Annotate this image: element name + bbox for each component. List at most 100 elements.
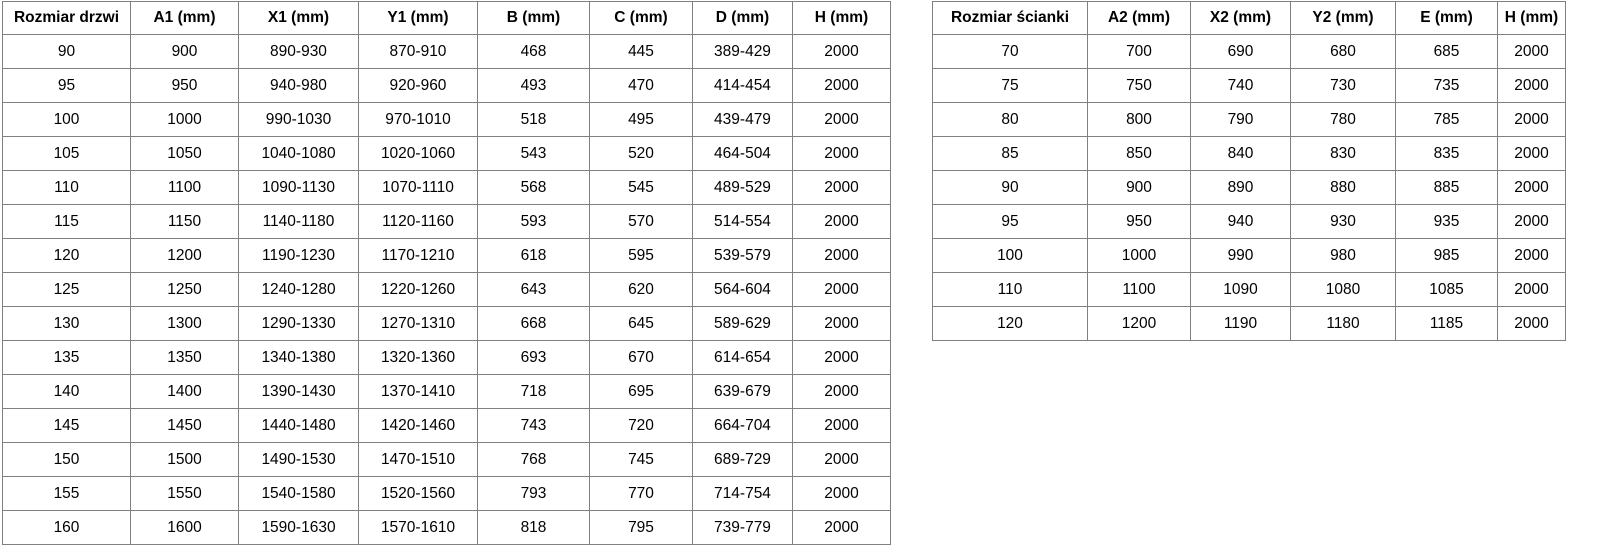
data-cell: 739-779 — [692, 510, 793, 545]
data-cell: 1040-1080 — [238, 136, 359, 171]
row-label-cell: 120 — [932, 306, 1088, 341]
data-cell: 1550 — [130, 476, 239, 511]
data-cell: 1490-1530 — [238, 442, 359, 477]
data-cell: 990-1030 — [238, 102, 359, 137]
data-cell: 2000 — [1497, 68, 1566, 103]
data-cell: 1090-1130 — [238, 170, 359, 205]
data-cell: 595 — [589, 238, 693, 273]
data-cell: 1220-1260 — [358, 272, 478, 307]
data-cell: 890 — [1190, 170, 1291, 205]
data-cell: 1190-1230 — [238, 238, 359, 273]
data-cell: 990 — [1190, 238, 1291, 273]
data-cell: 470 — [589, 68, 693, 103]
data-cell: 900 — [130, 34, 239, 69]
column-header-0: Rozmiar ścianki — [932, 1, 1088, 35]
data-cell: 620 — [589, 272, 693, 307]
data-cell: 670 — [589, 340, 693, 375]
row-label-cell: 130 — [2, 306, 131, 341]
data-cell: 1300 — [130, 306, 239, 341]
table-row: 155 1550 1540-1580 1520-1560 793 770 714-754 20… — [2, 476, 891, 511]
table-row: 70 700 690 680 685 2000 — [932, 34, 1566, 69]
column-header-4: B (mm) — [477, 1, 590, 35]
data-cell: 795 — [589, 510, 693, 545]
data-cell: 1400 — [130, 374, 239, 409]
data-cell: 1200 — [130, 238, 239, 273]
data-cell: 614-654 — [692, 340, 793, 375]
row-label-cell: 85 — [932, 136, 1088, 171]
data-cell: 785 — [1395, 102, 1498, 137]
data-cell: 718 — [477, 374, 590, 409]
row-label-cell: 95 — [932, 204, 1088, 239]
data-cell: 935 — [1395, 204, 1498, 239]
data-cell: 1590-1630 — [238, 510, 359, 545]
data-cell: 445 — [589, 34, 693, 69]
table-row: 110 1100 1090 1080 1085 2000 — [932, 272, 1566, 307]
data-cell: 1470-1510 — [358, 442, 478, 477]
data-cell: 518 — [477, 102, 590, 137]
data-cell: 1250 — [130, 272, 239, 307]
table-row: 100 1000 990 980 985 2000 — [932, 238, 1566, 273]
data-cell: 970-1010 — [358, 102, 478, 137]
column-header-0: Rozmiar drzwi — [2, 1, 131, 35]
data-cell: 1390-1430 — [238, 374, 359, 409]
data-cell: 2000 — [792, 34, 891, 69]
data-cell: 2000 — [1497, 238, 1566, 273]
data-cell: 750 — [1087, 68, 1191, 103]
data-cell: 695 — [589, 374, 693, 409]
data-cell: 545 — [589, 170, 693, 205]
data-cell: 2000 — [1497, 306, 1566, 341]
column-header-2: X1 (mm) — [238, 1, 359, 35]
table-row: 150 1500 1490-1530 1470-1510 768 745 689-729 20… — [2, 442, 891, 477]
table-row: 145 1450 1440-1480 1420-1460 743 720 664-704 20… — [2, 408, 891, 443]
data-cell: 700 — [1087, 34, 1191, 69]
data-cell: 568 — [477, 170, 590, 205]
table-row: 90 900 890 880 885 2000 — [932, 170, 1566, 205]
data-cell: 2000 — [792, 374, 891, 409]
table-row: 90 900 890-930 870-910 468 445 389-429 2000 — [2, 34, 891, 69]
data-cell: 714-754 — [692, 476, 793, 511]
data-cell: 1170-1210 — [358, 238, 478, 273]
data-cell: 2000 — [792, 442, 891, 477]
table-row: 160 1600 1590-1630 1570-1610 818 795 739-779 20… — [2, 510, 891, 545]
row-label-cell: 140 — [2, 374, 131, 409]
data-cell: 439-479 — [692, 102, 793, 137]
data-cell: 1290-1330 — [238, 306, 359, 341]
data-cell: 514-554 — [692, 204, 793, 239]
data-cell: 693 — [477, 340, 590, 375]
data-cell: 840 — [1190, 136, 1291, 171]
data-cell: 850 — [1087, 136, 1191, 171]
row-label-cell: 95 — [2, 68, 131, 103]
data-cell: 1570-1610 — [358, 510, 478, 545]
data-cell: 1370-1410 — [358, 374, 478, 409]
row-label-cell: 135 — [2, 340, 131, 375]
data-cell: 940 — [1190, 204, 1291, 239]
data-cell: 564-604 — [692, 272, 793, 307]
data-cell: 570 — [589, 204, 693, 239]
data-cell: 643 — [477, 272, 590, 307]
row-label-cell: 90 — [932, 170, 1088, 205]
row-label-cell: 110 — [2, 170, 131, 205]
row-label-cell: 155 — [2, 476, 131, 511]
data-cell: 1100 — [130, 170, 239, 205]
data-cell: 689-729 — [692, 442, 793, 477]
data-cell: 800 — [1087, 102, 1191, 137]
document-sheet: Rozmiar drzwi A1 (mm) X1 (mm) Y1 (mm) B (mm)… — [2, 1, 1566, 545]
data-cell: 543 — [477, 136, 590, 171]
data-cell: 2000 — [792, 136, 891, 171]
data-cell: 930 — [1290, 204, 1396, 239]
data-cell: 2000 — [792, 272, 891, 307]
data-cell: 664-704 — [692, 408, 793, 443]
row-label-cell: 100 — [2, 102, 131, 137]
row-label-cell: 105 — [2, 136, 131, 171]
data-cell: 818 — [477, 510, 590, 545]
data-cell: 389-429 — [692, 34, 793, 69]
row-label-cell: 110 — [932, 272, 1088, 307]
row-label-cell: 160 — [2, 510, 131, 545]
data-cell: 2000 — [792, 476, 891, 511]
row-label-cell: 150 — [2, 442, 131, 477]
column-header-1: A2 (mm) — [1087, 1, 1191, 35]
data-cell: 1000 — [130, 102, 239, 137]
data-cell: 618 — [477, 238, 590, 273]
column-header-3: Y2 (mm) — [1290, 1, 1396, 35]
data-cell: 885 — [1395, 170, 1498, 205]
